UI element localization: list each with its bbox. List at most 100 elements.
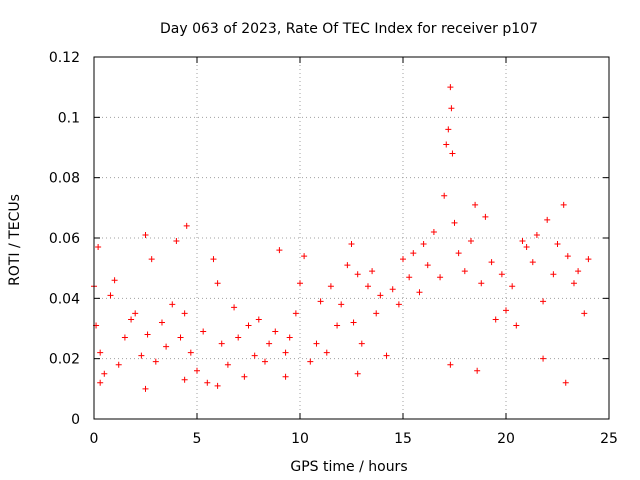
data-point [449, 150, 456, 157]
data-point [245, 322, 252, 329]
data-point [323, 349, 330, 356]
x-tick-label: 25 [600, 431, 618, 447]
data-point [373, 310, 380, 317]
data-point [523, 244, 530, 251]
data-point [443, 141, 450, 148]
data-point [482, 213, 489, 220]
data-point [313, 340, 320, 347]
data-point [562, 379, 569, 386]
data-point [540, 298, 547, 305]
data-point [181, 310, 188, 317]
data-point [498, 271, 505, 278]
data-point [142, 385, 149, 392]
data-point [509, 283, 516, 290]
data-point [472, 201, 479, 208]
data-point [200, 328, 207, 335]
data-point [148, 256, 155, 263]
data-point [231, 304, 238, 311]
data-point [327, 283, 334, 290]
data-point [101, 370, 108, 377]
y-tick-label: 0.04 [49, 291, 80, 307]
data-point [461, 268, 468, 275]
y-tick-label: 0 [71, 412, 80, 428]
data-point [224, 361, 231, 368]
data-point [400, 256, 406, 263]
data-point [445, 126, 452, 133]
data-point [251, 352, 258, 359]
data-point [338, 301, 345, 308]
data-point [177, 334, 184, 341]
data-point [348, 241, 355, 248]
data-point [389, 286, 396, 293]
data-point [214, 280, 221, 287]
data-point [474, 367, 481, 374]
data-point [272, 328, 279, 335]
data-points [91, 84, 592, 392]
data-point [255, 316, 262, 323]
data-point [467, 238, 474, 245]
data-point [581, 310, 588, 317]
x-tick-label: 5 [193, 431, 202, 447]
x-tick-label: 10 [291, 431, 309, 447]
data-point [214, 382, 221, 389]
data-point [142, 231, 149, 238]
data-point [364, 283, 371, 290]
y-tick-label: 0.08 [49, 171, 80, 187]
data-point [334, 322, 341, 329]
x-tick-label: 15 [394, 431, 412, 447]
data-point [354, 370, 361, 377]
data-point [410, 250, 417, 257]
y-tick-label: 0.1 [58, 110, 80, 126]
data-point [210, 256, 217, 263]
y-tick-label: 0.02 [49, 352, 80, 368]
data-point [97, 379, 104, 386]
data-point [492, 316, 499, 323]
data-point [383, 352, 390, 359]
data-point [183, 222, 190, 229]
data-point [261, 358, 268, 365]
data-point [350, 319, 357, 326]
data-point [187, 349, 194, 356]
data-point [282, 349, 289, 356]
data-point [358, 340, 365, 347]
data-point [416, 289, 423, 296]
grid-lines [94, 57, 609, 419]
data-point [533, 231, 540, 238]
data-point [169, 301, 176, 308]
y-tick-label: 0.12 [49, 50, 80, 66]
data-point [369, 268, 376, 275]
data-point [513, 322, 520, 329]
data-point [218, 340, 225, 347]
data-point [377, 292, 384, 299]
data-point [570, 280, 577, 287]
data-point [529, 259, 536, 266]
data-point [111, 277, 118, 284]
data-point [97, 349, 104, 356]
data-point [107, 292, 114, 299]
data-point [181, 376, 188, 383]
data-point [317, 298, 324, 305]
data-point [204, 379, 211, 386]
data-point [301, 253, 308, 260]
data-point [138, 352, 145, 359]
data-point [286, 334, 293, 341]
y-axis-label: ROTI / TECUs [7, 194, 23, 286]
data-point [297, 280, 303, 287]
data-point [128, 316, 135, 323]
data-point [448, 105, 455, 112]
y-tick-label: 0.06 [49, 231, 80, 247]
axis-ticks: 0 5 10 15 20 25 0 0.02 0.04 0.06 0.08 0.1 0.12 [49, 50, 618, 447]
data-point [163, 343, 170, 350]
data-point [564, 253, 571, 260]
data-point [478, 280, 485, 287]
data-point [121, 334, 128, 341]
data-point [406, 274, 413, 281]
data-point [437, 274, 444, 281]
data-point [550, 271, 557, 278]
data-point [395, 301, 402, 308]
data-point [503, 307, 509, 314]
data-point [519, 238, 526, 245]
x-tick-label: 0 [90, 431, 99, 447]
